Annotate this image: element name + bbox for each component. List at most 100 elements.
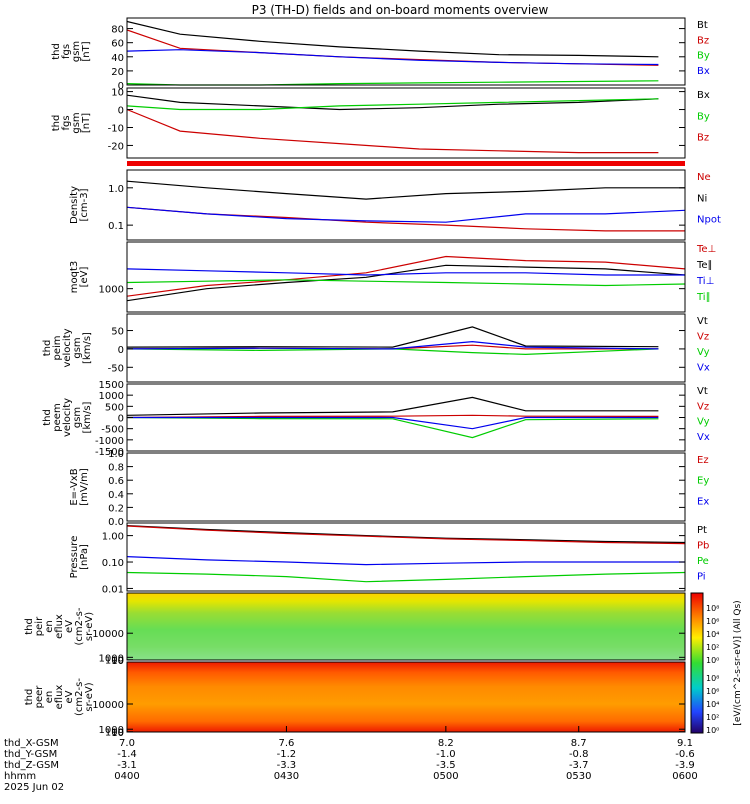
colorbar-tick-top-4: 10⁰ [706, 656, 719, 665]
legend-peem-velocity-1: Vz [697, 401, 709, 412]
ylabel-peim-velocity-0: thd [42, 340, 53, 357]
xaxis-value-2-0: -3.1 [117, 760, 137, 771]
ylabel-peir-spectrogram-3: eflux [54, 614, 65, 639]
ylabel-peer-spectrogram-6: sr-eV) [84, 682, 95, 711]
ylabel-fgs-detrended-3: [nT] [81, 113, 92, 133]
xaxis-date: 2025 Jun 02 [4, 782, 64, 793]
ytick-label-peir-spectrogram-1: 100 [105, 656, 124, 667]
legend-temperature-3: Ti∥ [696, 292, 711, 303]
ylabel-fgs-mag-0: thd [51, 43, 62, 60]
panel-efield: 0.0 0.2 0.4 0.6 0.8 1.0 E=-VxB [mV/m] Ez Ey Ex [69, 449, 709, 528]
panel-frame-efield [126, 452, 686, 522]
ylabel-density-1: [cm-3] [79, 188, 90, 221]
ytick-label-fgs-mag-2: 40 [111, 53, 124, 64]
ytick-label-temperature-0: 1000 [99, 285, 124, 296]
ylabel-peem-velocity-1: peem [52, 403, 63, 431]
legend-fgs-mag-0: Bt [697, 20, 708, 31]
ylabel-efield-0: E=-VxB [69, 468, 80, 505]
ylabel-peim-velocity-4: [km/s] [82, 332, 93, 364]
ytick-label-efield-5: 1.0 [108, 449, 124, 460]
ytick-label-fgs-mag-1: 20 [111, 67, 124, 78]
ytick-label-density-0: 0.1 [108, 221, 124, 232]
ylabel-peir-spectrogram-1: peir [34, 616, 45, 636]
xaxis-value-0-3: 8.7 [571, 738, 587, 749]
colorbar-tick-bottom-4: 10⁰ [706, 726, 719, 735]
series-line-pressure-2 [126, 571, 686, 583]
xaxis-value-0-0: 7.0 [119, 738, 135, 749]
series-line-temperature-0 [126, 255, 686, 297]
series-line-temperature-3 [126, 279, 686, 287]
ylabel-temperature-0: moqt3 [69, 261, 80, 294]
panel-frame-fgs-detrended [126, 87, 686, 159]
ylabel-temperature-1: [eV] [79, 267, 90, 288]
xaxis-row-label-0: thd_X-GSM [4, 738, 59, 749]
ylabel-peir-spectrogram-5: (cm2-s- [74, 607, 85, 645]
ylabel-peir-spectrogram-2: en [44, 620, 55, 633]
ylabel-fgs-detrended-1: fgs [61, 115, 72, 130]
ylabel-peim-velocity-2: velocity [62, 328, 73, 367]
xaxis-value-1-3: -0.8 [569, 749, 589, 760]
legend-pressure-1: Pb [697, 541, 709, 552]
ytick-label-peer-spectrogram-0: 10 [111, 728, 124, 739]
ylabel-pressure-0: Pressure [69, 536, 80, 579]
legend-density-0: Ne [697, 172, 711, 183]
legend-peem-velocity-0: Vt [697, 386, 708, 397]
ylabel-peir-spectrogram-6: sr-eV) [84, 612, 95, 641]
colorbar: 10⁸ 10⁶ 10⁴ 10² 10⁰ 10⁸ 10⁶ 10⁴ 10² 10⁰ [eV/(cm^2-… [690, 592, 743, 735]
ylabel-fgs-detrended-0: thd [51, 115, 62, 132]
series-line-fgs-mag-0 [126, 20, 659, 58]
series-line-density-0 [126, 206, 685, 232]
ytick-label-density-1: 1.0 [108, 184, 124, 195]
panel-peim-velocity: -50 0 50 thd peim velocity gsm [km/s] Vt Vz Vy Vx [42, 313, 710, 383]
series-line-density-2 [126, 206, 686, 223]
legend-fgs-mag-2: By [697, 51, 710, 62]
legend-efield-0: Ez [697, 455, 709, 466]
panel-frame-temperature [126, 241, 686, 313]
xaxis-value-3-3: 0530 [566, 771, 591, 782]
colorbar-tick-bottom-3: 10² [706, 713, 719, 722]
ylabel-peer-spectrogram-3: eflux [54, 685, 65, 710]
ytick-label-peem-velocity-3: 0 [118, 414, 124, 425]
spectrogram-peer-spectrogram [127, 662, 685, 732]
colorbar-tick-bottom-2: 10⁴ [706, 700, 719, 709]
ylabel-fgs-mag-2: gsm [71, 41, 82, 62]
series-line-pressure-3 [126, 556, 685, 566]
series-line-fgs-detrended-0 [126, 94, 659, 111]
ylabel-peer-spectrogram-5: (cm2-s- [74, 678, 85, 716]
ytick-label-peir-spectrogram-0: 10 [111, 656, 124, 667]
xaxis-value-1-1: -1.2 [277, 749, 297, 760]
ytick-label-pressure-1: 0.10 [102, 558, 124, 569]
chart-title: P3 (TH-D) fields and on-board moments ov… [252, 3, 549, 17]
ylabel-peer-spectrogram-0: thd [24, 689, 35, 706]
legend-fgs-mag-3: Bx [697, 66, 710, 77]
spectrogram-peir-spectrogram [127, 593, 685, 660]
xaxis-value-0-4: 9.1 [677, 738, 693, 749]
series-line-pressure-1 [126, 525, 686, 545]
legend-pressure-0: Pt [697, 525, 707, 536]
ytick-label-peer-spectrogram-3: 10000 [92, 700, 124, 711]
xaxis-value-1-0: -1.4 [117, 749, 137, 760]
xaxis-value-0-1: 7.6 [278, 738, 294, 749]
ylabel-peem-velocity-2: velocity [62, 398, 73, 437]
ylabel-pressure-1: [nPa] [79, 544, 90, 570]
ytick-label-peim-velocity-0: -50 [108, 363, 124, 374]
xaxis-value-1-2: -1.0 [436, 749, 456, 760]
xaxis-value-0-2: 8.2 [438, 738, 454, 749]
ytick-label-peem-velocity-2: -500 [101, 425, 124, 436]
ytick-label-fgs-mag-0: 0 [118, 81, 124, 92]
series-line-fgs-mag-1 [126, 29, 659, 66]
legend-peim-velocity-2: Vy [697, 347, 710, 358]
panel-frame-pressure [126, 522, 686, 592]
ylabel-fgs-detrended-2: gsm [71, 112, 82, 133]
legend-peem-velocity-2: Vy [697, 417, 710, 428]
series-line-fgs-mag-2 [126, 80, 659, 86]
ylabel-fgs-mag-1: fgs [61, 44, 72, 59]
ytick-label-pressure-0: 0.01 [102, 584, 124, 595]
ylabel-fgs-mag-3: [nT] [81, 41, 92, 61]
ylabel-density-0: Density [69, 186, 80, 224]
ytick-label-peer-spectrogram-2: 1000 [99, 725, 124, 736]
